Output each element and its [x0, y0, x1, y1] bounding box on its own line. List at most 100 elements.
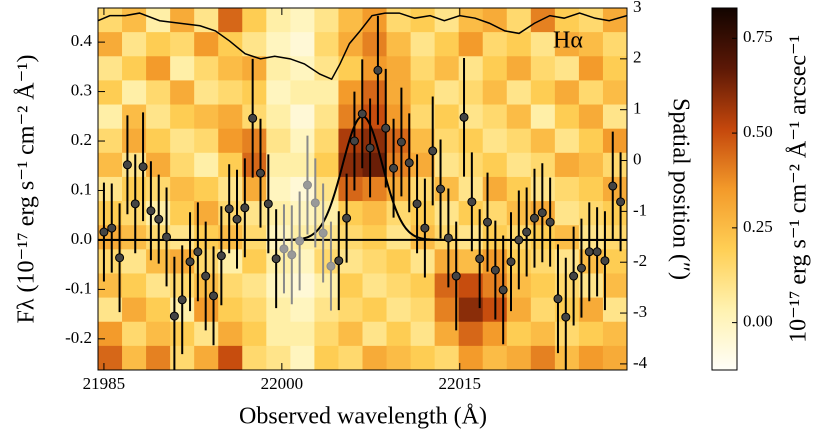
heatmap-cell: [506, 80, 532, 106]
heatmap-cell: [338, 8, 363, 33]
data-point: [107, 223, 117, 233]
heatmap-cell: [578, 345, 604, 370]
y2-tick-label: -4: [633, 353, 648, 372]
heatmap-cell: [98, 297, 123, 323]
data-point: [381, 123, 391, 133]
heatmap-cell: [602, 321, 627, 347]
y-tick-label: 0.0: [71, 229, 92, 248]
heatmap-cell: [410, 32, 436, 57]
data-point: [209, 291, 219, 301]
heatmap-cell: [410, 321, 436, 347]
heatmap-cell: [242, 56, 267, 81]
heatmap-cell: [266, 345, 291, 370]
heatmap-cell: [290, 104, 315, 130]
heatmap-cell: [218, 80, 243, 106]
x-tick-label: 22015: [439, 374, 482, 393]
data-point: [255, 168, 265, 178]
heatmap-cell: [194, 128, 219, 154]
heatmap-cell: [578, 297, 604, 323]
data-point: [349, 136, 359, 146]
data-point: [295, 236, 305, 246]
heatmap-cell: [338, 32, 363, 57]
data-point: [193, 247, 203, 257]
heatmap-cell: [170, 176, 195, 202]
heatmap-cell: [98, 201, 123, 226]
heatmap-cell: [146, 104, 171, 130]
data-point: [357, 109, 367, 119]
heatmap-cell: [146, 345, 171, 370]
data-point: [177, 295, 187, 305]
heatmap-cell: [362, 297, 388, 323]
heatmap-cell: [410, 8, 436, 33]
data-point: [169, 311, 179, 321]
heatmap-cell: [434, 201, 460, 226]
heatmap-cell: [602, 56, 627, 81]
y2-tick-label: -1: [633, 200, 647, 219]
heatmap-cell: [194, 80, 219, 106]
data-point: [271, 254, 281, 264]
heatmap-cell: [482, 128, 508, 154]
x-tick-label: 22000: [261, 374, 304, 393]
heatmap-cell: [362, 273, 388, 299]
heatmap-cell: [362, 80, 388, 106]
heatmap-cell: [122, 8, 147, 33]
data-point: [553, 294, 563, 304]
data-point: [600, 256, 610, 266]
data-point: [248, 113, 258, 123]
colorbar-tick-label: 0.25: [743, 217, 773, 236]
heatmap-cell: [314, 297, 339, 323]
heatmap-cell: [530, 56, 556, 81]
data-point: [216, 251, 226, 261]
heatmap-cell: [458, 80, 484, 106]
heatmap-cell: [554, 128, 580, 154]
heatmap-cell: [170, 128, 195, 154]
heatmap-cell: [602, 273, 627, 299]
heatmap-cell: [578, 176, 604, 202]
heatmap-cell: [290, 225, 315, 250]
heatmap-cell: [98, 56, 123, 81]
heatmap-cell: [218, 321, 243, 347]
heatmap-cell: [290, 176, 315, 202]
heatmap-cell: [242, 128, 267, 154]
heatmap-cell: [362, 8, 388, 33]
heatmap-cell: [482, 32, 508, 57]
heatmap-cell: [314, 152, 339, 178]
heatmap-cell: [266, 176, 291, 202]
heatmap-cell: [338, 104, 363, 130]
data-point: [162, 232, 172, 242]
heatmap-cell: [482, 152, 508, 178]
data-point: [302, 180, 312, 190]
data-point: [467, 197, 477, 207]
heatmap-cell: [602, 152, 627, 178]
heatmap-cell: [434, 345, 460, 370]
data-point: [201, 271, 211, 281]
heatmap-cell: [410, 345, 436, 370]
heatmap-cell: [506, 345, 532, 370]
data-point: [232, 214, 242, 224]
heatmap-cell: [170, 56, 195, 81]
heatmap-cell: [482, 8, 508, 33]
heatmap-cell: [98, 345, 123, 370]
x-axis-label: Observed wavelength (Å): [239, 404, 487, 430]
heatmap-cell: [578, 128, 604, 154]
data-point: [576, 263, 586, 273]
heatmap-cell: [218, 345, 243, 370]
heatmap-cell: [386, 176, 412, 202]
heatmap-cell: [242, 8, 267, 33]
heatmap-cell: [338, 201, 363, 226]
heatmap-cell: [578, 321, 604, 347]
heatmap-cell: [578, 104, 604, 130]
heatmap-cell: [218, 176, 243, 202]
heatmap-cell: [602, 104, 627, 130]
data-point: [514, 235, 524, 245]
heatmap-cell: [554, 176, 580, 202]
heatmap-cell: [146, 297, 171, 323]
heatmap-cell: [266, 8, 291, 33]
heatmap-cell: [458, 56, 484, 81]
colorbar-tick-label: 0.75: [743, 27, 773, 46]
heatmap-cell: [242, 273, 267, 299]
data-point: [506, 257, 516, 267]
heatmap-cell: [578, 152, 604, 178]
heatmap-cell: [146, 56, 171, 81]
heatmap-cell: [602, 297, 627, 323]
